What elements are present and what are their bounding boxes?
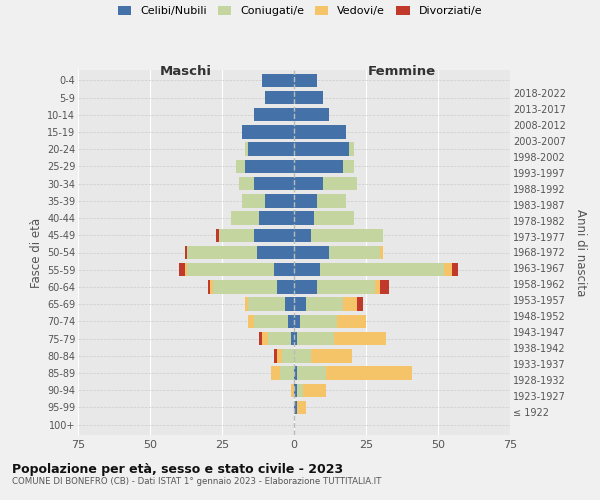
Bar: [283, 349, 294, 362]
Bar: [245, 160, 294, 173]
Text: Maschi: Maschi: [160, 65, 212, 78]
Bar: [219, 228, 254, 242]
Bar: [300, 314, 337, 328]
Bar: [294, 263, 320, 276]
Bar: [288, 314, 294, 328]
Bar: [294, 400, 297, 414]
Bar: [239, 177, 254, 190]
Bar: [259, 212, 294, 225]
Bar: [268, 332, 291, 345]
Bar: [277, 280, 294, 293]
Bar: [294, 366, 297, 380]
Bar: [380, 246, 383, 259]
Text: Popolazione per età, sesso e stato civile - 2023: Popolazione per età, sesso e stato civil…: [12, 462, 343, 475]
Bar: [323, 177, 358, 190]
Bar: [245, 298, 248, 311]
Bar: [297, 400, 305, 414]
Legend: Celibi/Nubili, Coniugati/e, Vedovi/e, Divorziati/e: Celibi/Nubili, Coniugati/e, Vedovi/e, Di…: [118, 6, 482, 16]
Bar: [317, 280, 374, 293]
Bar: [294, 108, 329, 122]
Bar: [254, 108, 294, 122]
Bar: [187, 246, 257, 259]
Text: Femmine: Femmine: [368, 65, 436, 78]
Bar: [314, 212, 355, 225]
Bar: [343, 160, 355, 173]
Y-axis label: Fasce di età: Fasce di età: [29, 218, 43, 288]
Text: COMUNE DI BONEFRO (CB) - Dati ISTAT 1° gennaio 2023 - Elaborazione TUTTITALIA.IT: COMUNE DI BONEFRO (CB) - Dati ISTAT 1° g…: [12, 478, 382, 486]
Bar: [294, 228, 311, 242]
Bar: [294, 349, 311, 362]
Bar: [317, 194, 346, 207]
Bar: [311, 349, 352, 362]
Bar: [444, 263, 452, 276]
Bar: [236, 160, 245, 173]
Bar: [286, 298, 294, 311]
Bar: [274, 263, 294, 276]
Bar: [291, 332, 294, 345]
Bar: [254, 314, 288, 328]
Bar: [280, 366, 294, 380]
Bar: [294, 177, 323, 190]
Bar: [271, 366, 280, 380]
Bar: [311, 228, 383, 242]
Bar: [254, 228, 294, 242]
Bar: [294, 246, 329, 259]
Bar: [185, 246, 187, 259]
Bar: [291, 384, 294, 397]
Bar: [329, 246, 380, 259]
Bar: [334, 332, 386, 345]
Bar: [297, 384, 302, 397]
Bar: [294, 280, 317, 293]
Bar: [262, 74, 294, 87]
Bar: [242, 194, 265, 207]
Bar: [265, 194, 294, 207]
Bar: [214, 280, 277, 293]
Bar: [294, 332, 297, 345]
Bar: [248, 314, 254, 328]
Bar: [187, 263, 274, 276]
Bar: [274, 349, 277, 362]
Y-axis label: Anni di nascita: Anni di nascita: [574, 209, 587, 296]
Bar: [211, 280, 214, 293]
Bar: [245, 142, 248, 156]
Bar: [277, 349, 283, 362]
Bar: [230, 212, 259, 225]
Bar: [374, 280, 380, 293]
Bar: [294, 384, 297, 397]
Bar: [294, 160, 343, 173]
Bar: [262, 332, 268, 345]
Bar: [257, 246, 294, 259]
Bar: [179, 263, 185, 276]
Bar: [294, 314, 300, 328]
Bar: [254, 177, 294, 190]
Bar: [297, 366, 326, 380]
Bar: [242, 126, 294, 138]
Bar: [208, 280, 211, 293]
Bar: [380, 280, 389, 293]
Bar: [305, 298, 343, 311]
Bar: [326, 366, 412, 380]
Bar: [452, 263, 458, 276]
Bar: [302, 384, 326, 397]
Bar: [337, 314, 366, 328]
Bar: [358, 298, 363, 311]
Bar: [294, 142, 349, 156]
Bar: [349, 142, 355, 156]
Bar: [216, 228, 219, 242]
Bar: [297, 332, 334, 345]
Bar: [294, 212, 314, 225]
Bar: [294, 91, 323, 104]
Bar: [294, 74, 317, 87]
Bar: [265, 91, 294, 104]
Bar: [294, 126, 346, 138]
Bar: [248, 142, 294, 156]
Bar: [185, 263, 187, 276]
Bar: [320, 263, 444, 276]
Bar: [294, 298, 305, 311]
Bar: [248, 298, 286, 311]
Bar: [343, 298, 358, 311]
Bar: [259, 332, 262, 345]
Bar: [294, 194, 317, 207]
